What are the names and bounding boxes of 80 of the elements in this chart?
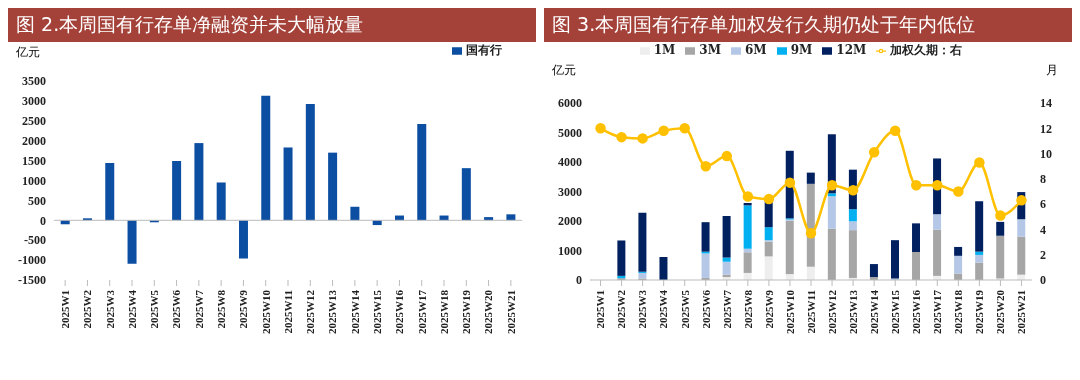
chart-title: 图 3.本周国有行存单加权发行久期仍处于年内低位 — [544, 8, 1072, 42]
legend-label: 国有行 — [466, 43, 502, 57]
x-tick-label: 2025W1 — [594, 290, 607, 329]
x-tick-label: 2025W9 — [762, 289, 775, 329]
y-tick-label: 1000 — [558, 243, 582, 258]
x-tick-label: 2025W14 — [348, 289, 361, 334]
x-tick-label: 2025W21 — [1015, 290, 1028, 334]
x-tick-label: 2025W15 — [370, 289, 383, 334]
y2-tick-label: 12 — [1040, 121, 1052, 136]
x-tick-label: 2025W18 — [437, 289, 450, 334]
x-tick-label: 2025W16 — [393, 289, 406, 334]
x-tick-label: 2025W2 — [615, 289, 628, 329]
x-tick-label: 2025W13 — [326, 289, 339, 334]
y-tick-label: 6000 — [558, 96, 582, 111]
x-tick-label: 2025W20 — [482, 289, 495, 334]
x-tick-label: 2025W14 — [867, 289, 880, 334]
y-axis-title: 亿元 — [552, 62, 576, 79]
x-tick-label: 2025W5 — [678, 289, 691, 329]
chart-title: 图 2.本周国有行存单净融资并未大幅放量 — [8, 8, 536, 42]
y-tick-label: 2500 — [22, 114, 46, 129]
x-tick-label: 2025W8 — [214, 289, 227, 329]
legend-label: 6M — [745, 43, 767, 57]
x-tick-label: 2025W1 — [58, 290, 71, 329]
y2-tick-label: 2 — [1040, 247, 1046, 262]
x-tick-label: 2025W8 — [741, 289, 754, 329]
y2-tick-label: 4 — [1040, 222, 1046, 237]
x-tick-label: 2025W12 — [304, 289, 317, 334]
x-tick-label: 2025W15 — [889, 289, 901, 334]
y-tick-label: 4000 — [558, 155, 582, 170]
x-tick-label: 2025W19 — [973, 289, 986, 334]
y2-axis-title: 月 — [1046, 62, 1058, 79]
x-tick-label: 2025W12 — [825, 289, 838, 334]
y-tick-label: 1500 — [22, 153, 46, 168]
x-tick-label: 2025W7 — [192, 289, 205, 329]
x-tick-label: 2025W11 — [804, 290, 817, 334]
y-tick-label: 2000 — [558, 214, 582, 229]
x-tick-label: 2025W19 — [460, 289, 473, 334]
x-tick-label: 2025W10 — [259, 289, 272, 334]
x-tick-label: 2025W13 — [846, 289, 859, 334]
legend-label: 加权久期：右 — [890, 43, 963, 57]
legend-label: 3M — [699, 43, 721, 57]
x-tick-label: 2025W9 — [237, 289, 250, 329]
x-tick-label: 2025W17 — [415, 289, 428, 334]
x-tick-label: 2025W3 — [636, 289, 649, 329]
y-tick-label: 5000 — [558, 125, 582, 140]
x-tick-label: 2025W4 — [657, 289, 670, 329]
y-tick-label: 3000 — [22, 94, 46, 109]
x-tick-label: 2025W21 — [504, 290, 517, 334]
x-tick-label: 2025W3 — [103, 289, 116, 329]
y-tick-label: 1000 — [22, 173, 46, 188]
x-tick-label: 2025W16 — [910, 289, 923, 334]
y-tick-label: 0 — [576, 273, 582, 288]
legend-label: 9M — [790, 43, 813, 57]
x-tick-label: 2025W20 — [994, 289, 1007, 334]
y-tick-label: 0 — [40, 213, 46, 228]
y-tick-label: 3500 — [22, 74, 46, 89]
x-tick-label: 2025W7 — [720, 289, 733, 329]
y-tick-label: -500 — [24, 233, 46, 248]
y-tick-label: -1500 — [18, 273, 46, 288]
y-axis-title: 亿元 — [16, 44, 40, 61]
legend-label: 1M — [653, 43, 676, 57]
legend-label: 12M — [836, 43, 867, 57]
y2-tick-label: 0 — [1040, 273, 1046, 288]
y-tick-label: 3000 — [558, 184, 582, 199]
x-tick-label: 2025W6 — [699, 289, 712, 329]
y2-tick-label: 6 — [1040, 197, 1046, 212]
x-tick-label: 2025W4 — [125, 289, 138, 329]
y2-tick-label: 8 — [1040, 172, 1046, 187]
y2-tick-label: 14 — [1040, 96, 1052, 111]
x-tick-label: 2025W6 — [170, 289, 183, 329]
y-tick-label: 2000 — [22, 133, 46, 148]
x-tick-label: 2025W11 — [281, 290, 294, 334]
y-tick-label: 500 — [28, 193, 46, 208]
x-tick-label: 2025W10 — [783, 289, 796, 334]
x-tick-label: 2025W18 — [952, 289, 965, 334]
x-tick-label: 2025W17 — [931, 289, 944, 334]
y-tick-label: -1000 — [18, 253, 46, 268]
x-tick-label: 2025W2 — [81, 289, 94, 329]
y2-tick-label: 10 — [1040, 146, 1052, 161]
x-tick-label: 2025W5 — [148, 289, 161, 329]
